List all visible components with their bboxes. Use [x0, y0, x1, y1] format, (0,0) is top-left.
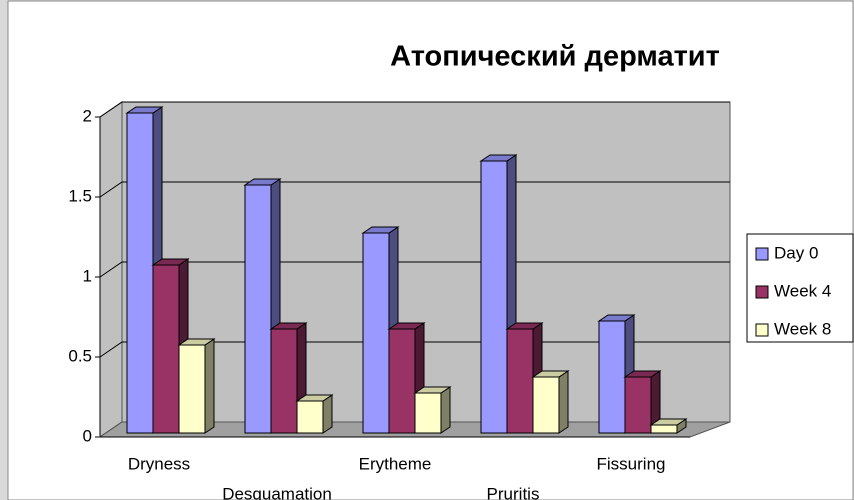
- bar: [650, 424, 678, 434]
- bar: [388, 328, 416, 434]
- bar: [624, 376, 652, 434]
- x-tick-label: Dryness: [128, 454, 190, 473]
- bar: [414, 392, 442, 434]
- legend-swatch: [755, 285, 769, 299]
- bar: [152, 264, 180, 434]
- grid-line: [99, 181, 730, 198]
- bar: [244, 184, 272, 434]
- bar: [270, 328, 298, 434]
- bar: [598, 320, 626, 434]
- legend-label: Day 0: [774, 243, 818, 262]
- legend-swatch: [755, 247, 769, 261]
- x-tick-label: Pruritis: [487, 484, 540, 500]
- bar: [296, 400, 324, 434]
- legend-label: Week 8: [774, 319, 831, 338]
- bar-side: [204, 338, 215, 434]
- legend-swatch: [755, 323, 769, 337]
- y-tick-label: 2: [83, 106, 92, 125]
- bar: [506, 328, 534, 434]
- legend-label: Week 4: [774, 281, 831, 300]
- bar: [362, 232, 390, 434]
- y-tick-label: 1.5: [68, 186, 92, 205]
- grid-line: [99, 261, 730, 278]
- x-tick-label: Desquamation: [222, 484, 332, 500]
- x-tick-label: Erytheme: [359, 454, 432, 473]
- bar: [532, 376, 560, 434]
- y-tick-label: 1: [83, 266, 92, 285]
- chart-title: Атопический дерматит: [390, 41, 720, 73]
- bar-side: [558, 370, 569, 434]
- y-tick-label: 0.5: [68, 346, 92, 365]
- bar: [480, 160, 508, 434]
- y-tick-label: 0: [83, 426, 92, 445]
- bar: [178, 344, 206, 434]
- grid-line: [99, 101, 730, 118]
- bar: [126, 112, 154, 434]
- x-tick-label: Fissuring: [597, 454, 666, 473]
- bar-side: [440, 386, 451, 434]
